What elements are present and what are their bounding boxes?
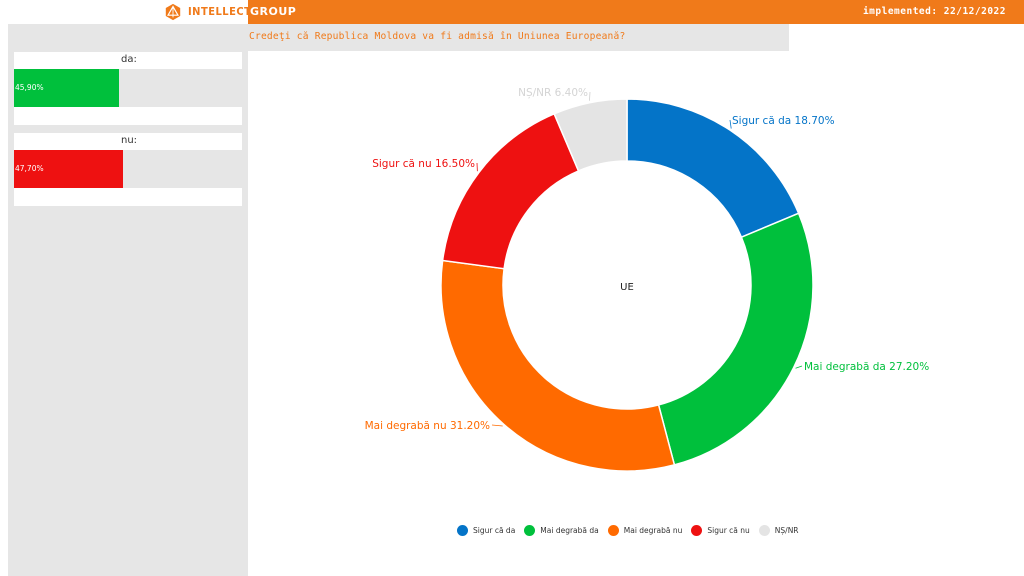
logo-area — [0, 0, 248, 24]
summary-bar-fill: 47,70% — [14, 150, 123, 188]
summary-card-nu: nu: 47,70% — [14, 133, 242, 206]
slice-label: Sigur că nu 16.50% — [372, 158, 475, 170]
slice-label-leader — [729, 119, 732, 129]
legend-label: Mai degrabă da — [540, 525, 599, 535]
intellect-logo-icon — [165, 3, 181, 21]
legend-item[interactable]: Mai degrabă da — [524, 524, 599, 536]
chart-legend: Sigur că da Mai degrabă da Mai degrabă nu S… — [457, 523, 808, 537]
legend-label: Sigur că nu — [707, 525, 750, 535]
slice-label: NȘ/NR 6.40% — [518, 87, 588, 99]
donut-slice[interactable] — [657, 212, 814, 466]
summary-bar-track: 45,90% — [14, 69, 242, 107]
legend-item[interactable]: Sigur că da — [457, 524, 516, 536]
summary-card-footer — [14, 107, 242, 125]
top-bar: INTELLECT GROUP implemented: 22/12/2022 — [0, 0, 1024, 24]
legend-label: Mai degrabă nu — [623, 525, 683, 535]
logo-text-group: GROUP — [250, 5, 297, 18]
donut-slice[interactable] — [441, 112, 580, 270]
summary-card-label: nu: — [121, 135, 138, 146]
chart-center-label: UE — [620, 282, 634, 293]
summary-bar-track: 47,70% — [14, 150, 242, 188]
slice-label: Mai degrabă nu 31.20% — [365, 420, 490, 432]
legend-swatch — [607, 524, 619, 536]
slice-label: Mai degrabă da 27.20% — [804, 361, 929, 373]
summary-bar-value: 47,70% — [15, 164, 44, 173]
slice-label-leader — [491, 424, 503, 427]
summary-card-label: da: — [121, 54, 137, 65]
slice-label: Sigur că da 18.70% — [732, 115, 835, 127]
slice-label-leader — [795, 365, 803, 369]
slice-label-leader — [589, 91, 591, 101]
legend-item[interactable]: NȘ/NR — [758, 524, 799, 536]
legend-swatch — [524, 524, 536, 536]
legend-swatch — [758, 524, 770, 536]
donut-chart: Sigur că da 18.70% Mai degrabă da 27.20% M… — [365, 87, 929, 472]
legend-swatch — [457, 524, 468, 536]
summary-card-da: da: 45,90% — [14, 52, 242, 125]
implemented-date: implemented: 22/12/2022 — [862, 6, 1006, 17]
donut-slice[interactable] — [553, 98, 628, 172]
logo-text-intellect: INTELLECT — [188, 5, 252, 18]
question-title: Credeţi că Republica Moldova va fi admis… — [249, 31, 626, 42]
summary-card-header: da: — [14, 52, 242, 69]
legend-swatch — [691, 524, 703, 536]
legend-item[interactable]: Mai degrabă nu — [607, 524, 683, 536]
summary-card-header: nu: — [14, 133, 242, 150]
summary-card-footer — [14, 188, 242, 206]
question-bar — [248, 24, 789, 51]
legend-label: NȘ/NR — [774, 525, 799, 535]
donut-slice[interactable] — [440, 259, 676, 472]
legend-label: Sigur că da — [473, 525, 516, 535]
summary-bar-fill: 45,90% — [14, 69, 119, 107]
summary-bar-value: 45,90% — [15, 83, 44, 92]
legend-item[interactable]: Sigur că nu — [691, 524, 750, 536]
